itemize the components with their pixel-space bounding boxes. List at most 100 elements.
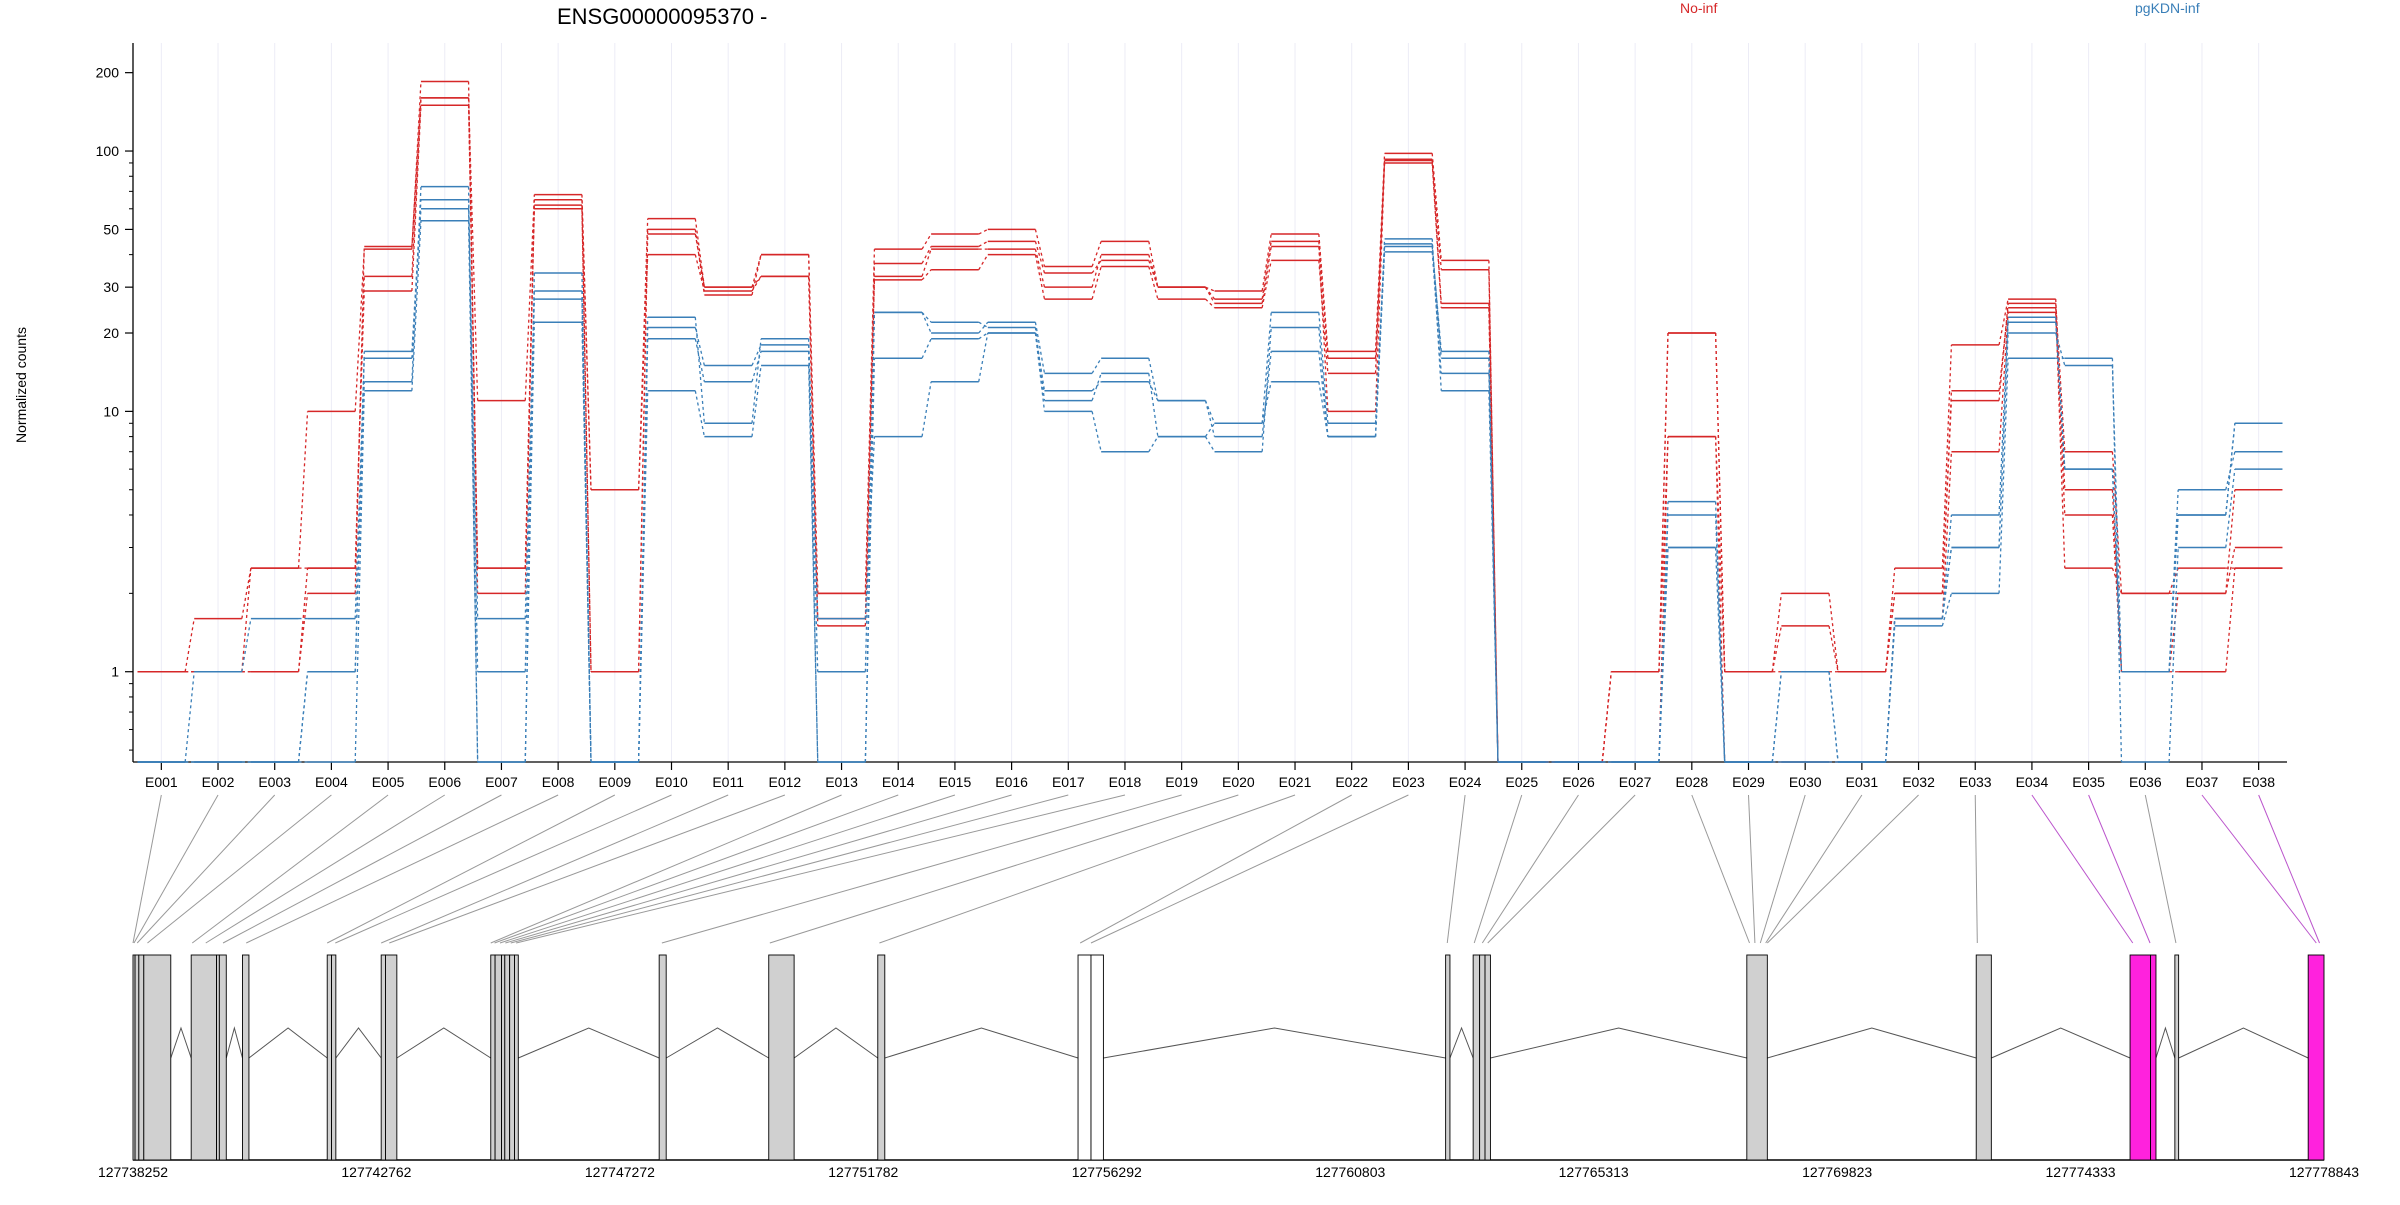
x-tick-label-e014: E014 — [882, 774, 915, 790]
data-transition — [467, 105, 479, 569]
connector-e034 — [2031, 794, 2134, 944]
connector-e018 — [516, 794, 1126, 944]
data-transition — [1034, 229, 1046, 267]
x-tick-label-e017: E017 — [1052, 774, 1085, 790]
exon-e030 — [2129, 954, 2152, 1161]
data-transition — [808, 338, 819, 619]
data-transition — [1885, 593, 1896, 672]
x-tick-label-e006: E006 — [428, 774, 461, 790]
x-tick-label-e028: E028 — [1675, 774, 1708, 790]
y-tick-label-50: 50 — [103, 221, 119, 237]
x-tick-label-e011: E011 — [712, 774, 744, 790]
intron-line — [1449, 1026, 1474, 1059]
x-tick-label-e026: E026 — [1562, 774, 1595, 790]
data-transition — [978, 321, 989, 334]
intron-line — [665, 1027, 769, 1059]
exon-e024 — [1445, 954, 1451, 1161]
connector-e008 — [246, 794, 559, 944]
x-tick-label-e020: E020 — [1222, 774, 1255, 790]
data-transition — [1998, 322, 2009, 548]
connector-e017 — [510, 794, 1069, 944]
data-transition — [1034, 332, 1046, 412]
connector-e003 — [136, 794, 276, 944]
x-tick-label-e010: E010 — [655, 774, 688, 790]
exon-e005 — [190, 954, 218, 1161]
y-axis-label: Normalized counts — [13, 327, 29, 443]
series-lines — [137, 80, 2283, 763]
y-tick-label-10: 10 — [103, 403, 119, 419]
genomic-tick-label-2: 127747272 — [585, 1164, 655, 1180]
data-transition — [2225, 547, 2236, 594]
data-transition — [1318, 312, 1329, 424]
exon-e016 — [504, 954, 511, 1161]
x-tick-label-e038: E038 — [2242, 774, 2275, 790]
connector-e037 — [2201, 794, 2317, 944]
exon-e018 — [514, 954, 519, 1161]
intron-line — [248, 1027, 328, 1059]
connector-e022 — [1079, 794, 1352, 944]
x-tick-label-e013: E013 — [825, 774, 858, 790]
data-transition — [1091, 381, 1102, 392]
genomic-tick-label-4: 127756292 — [1072, 1164, 1142, 1180]
data-transition — [751, 275, 762, 288]
connector-e004 — [147, 794, 332, 944]
exon-e026 — [1479, 954, 1486, 1161]
exon-e025 — [1472, 954, 1481, 1161]
connector-e027 — [1487, 794, 1636, 944]
intron-line — [170, 1026, 192, 1059]
data-transition — [1091, 373, 1102, 401]
data-transition — [694, 229, 706, 296]
connector-e024 — [1446, 794, 1466, 944]
intron-line — [884, 1027, 1079, 1059]
exon-e019 — [658, 954, 667, 1161]
data-transition — [1941, 390, 1953, 594]
data-transition — [1998, 307, 2009, 391]
genomic-tick-label-9: 127778843 — [2289, 1164, 2359, 1180]
data-transition — [1261, 233, 1272, 292]
exon-e004 — [143, 954, 172, 1161]
x-tick-label-e007: E007 — [485, 774, 518, 790]
x-tick-label-e032: E032 — [1902, 774, 1935, 790]
data-transition — [241, 568, 252, 672]
intron-line — [335, 1027, 382, 1059]
data-transition — [2055, 299, 2066, 490]
x-tick-label-e002: E002 — [202, 774, 235, 790]
data-transition — [921, 269, 932, 281]
data-transition — [411, 81, 422, 250]
connector-e001 — [132, 794, 162, 944]
data-transition — [694, 390, 706, 437]
data-transition — [2168, 593, 2179, 672]
data-transition — [921, 248, 932, 277]
intron-line — [1767, 1027, 1977, 1059]
data-transition — [1941, 344, 1953, 569]
x-tick-label-e004: E004 — [315, 774, 348, 790]
data-transition — [1318, 351, 1329, 437]
exon-e008 — [242, 954, 250, 1161]
data-transition — [524, 194, 535, 401]
data-transition — [467, 199, 479, 619]
data-transition — [1714, 501, 1726, 763]
data-transition — [2055, 303, 2066, 452]
connector-e031 — [1765, 794, 1863, 944]
data-transition — [1771, 593, 1783, 672]
data-transition — [1034, 327, 1046, 401]
gene-model: 127738252 127742762 127747272 127751782 1277… — [98, 954, 2359, 1180]
connector-e019 — [661, 794, 1182, 944]
data-transition — [524, 290, 535, 619]
x-tick-label-e012: E012 — [769, 774, 802, 790]
data-transition — [1941, 514, 1953, 619]
vertical-grid — [160, 43, 2260, 762]
data-transition — [694, 338, 706, 382]
data-transition — [241, 618, 252, 672]
x-tick-label-e022: E022 — [1335, 774, 1368, 790]
data-transition — [1714, 332, 1726, 672]
exon-e017 — [509, 954, 515, 1161]
connector-e021 — [879, 794, 1296, 944]
data-transition — [1998, 303, 2009, 401]
chart-title: ENSG00000095370 - — [557, 4, 767, 29]
data-transition — [241, 568, 252, 619]
x-tick-label-e025: E025 — [1505, 774, 1538, 790]
data-transition — [1261, 327, 1272, 452]
genomic-tick-label-0: 127738252 — [98, 1164, 168, 1180]
data-transition — [1205, 298, 1215, 309]
